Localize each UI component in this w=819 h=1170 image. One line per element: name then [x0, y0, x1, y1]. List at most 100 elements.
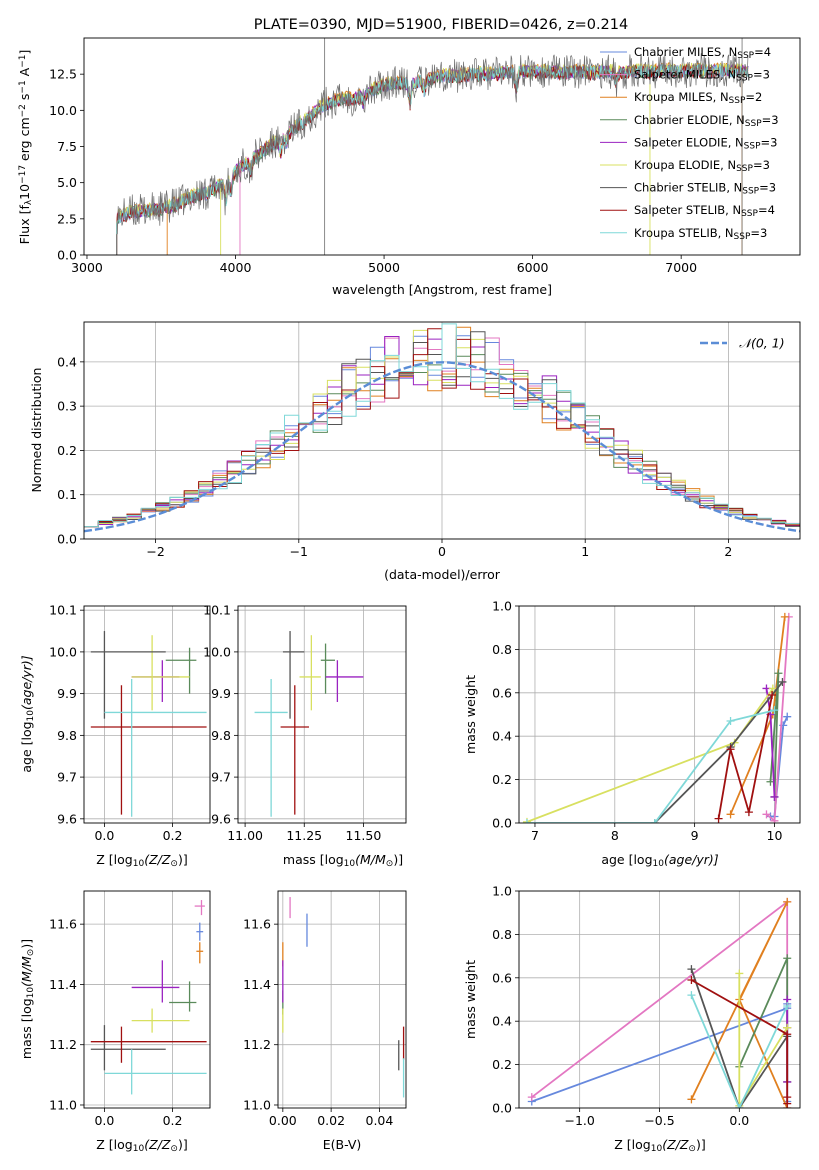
plot-area: [116, 38, 749, 255]
plot-area: [278, 891, 406, 1108]
y-axis-label: mass [log10(M/M⊙)]: [19, 939, 36, 1059]
weight-marker: [770, 706, 779, 715]
plot-area: [84, 891, 210, 1108]
x-tick-label: 0.0: [729, 1113, 749, 1128]
weight-line: [717, 694, 773, 819]
x-axis-label: wavelength [Angstrom, rest frame]: [332, 282, 552, 297]
y-tick-label: 0.4: [492, 1014, 512, 1029]
x-tick-label: 0.0: [94, 1113, 114, 1128]
y-tick-label: 1.0: [492, 884, 512, 899]
weight-marker: [735, 969, 744, 978]
axes-frame: [83, 321, 801, 540]
chart-z-mass: 0.0 0.2 11.0 11.2 11.4 11.6 Z [log10(Z/Z⊙)] mas…: [19, 890, 211, 1154]
weight-marker: [762, 810, 771, 819]
weight-marker: [687, 991, 696, 1000]
y-tick-label: 11.6: [243, 917, 271, 932]
chart-z-age: 0.0 0.2 9.6 9.7 9.8 9.9 10.0 10.1 Z [log10(Z/Z⊙)…: [19, 603, 211, 869]
y-tick-label: 0.2: [492, 1057, 512, 1072]
y-tick-label: 0.6: [492, 685, 512, 700]
weight-marker: [687, 975, 696, 984]
y-tick-label: 2.5: [57, 211, 77, 226]
x-tick-label: 11.25: [286, 828, 322, 843]
y-tick-label: 0.0: [492, 816, 512, 831]
y-tick-label: 0.3: [57, 399, 77, 414]
legend-entry: Chabrier STELIB, NSSP=3: [634, 181, 776, 197]
y-tick-label: 0.0: [492, 1101, 512, 1116]
weight-marker: [744, 808, 753, 817]
plot-area: [84, 606, 210, 823]
weight-marker: [650, 819, 659, 823]
weight-marker: [783, 1002, 792, 1011]
y-tick-label: 10.0: [49, 103, 77, 118]
y-axis-label: age [log10(age/yr)]: [19, 655, 36, 772]
axes-frame: [518, 890, 801, 1109]
weight-marker: [768, 690, 777, 699]
data-spectrum-line: [116, 53, 749, 255]
y-tick-label: 0.0: [57, 248, 77, 263]
y-tick-label: 9.7: [57, 770, 77, 785]
axes-frame: [277, 890, 407, 1109]
x-tick-label: 0.00: [269, 1113, 297, 1128]
weight-marker: [726, 810, 735, 819]
y-tick-label: 9.8: [211, 728, 231, 743]
legend-entry: Kroupa ELODIE, NSSP=3: [634, 158, 770, 174]
weight-marker: [774, 669, 783, 678]
y-tick-label: 10.1: [203, 603, 231, 618]
y-tick-label: 0.4: [57, 354, 77, 369]
x-tick-label: −0.5: [644, 1113, 674, 1128]
x-tick-label: 0.0: [94, 828, 114, 843]
weight-marker: [778, 677, 787, 686]
axes-frame: [83, 890, 211, 1109]
x-tick-label: 3000: [71, 260, 103, 275]
axes-frame: [83, 605, 211, 824]
legend-entry: Salpeter MILES, NSSP=3: [634, 68, 770, 84]
x-tick-label: 5000: [368, 260, 400, 275]
weight-marker: [770, 792, 779, 801]
weight-line: [738, 973, 788, 1108]
y-axis-label: mass weight: [463, 960, 478, 1039]
x-tick-label: 7: [531, 828, 539, 843]
x-tick-label: −1.0: [564, 1113, 594, 1128]
y-tick-label: 0.8: [492, 927, 512, 942]
weight-marker: [726, 745, 735, 754]
weight-marker: [783, 712, 792, 721]
y-tick-label: 9.6: [57, 811, 77, 826]
y-tick-label: 11.6: [49, 917, 77, 932]
y-tick-label: 11.4: [49, 977, 77, 992]
y-axis-label: Normed distribution: [29, 368, 44, 493]
x-tick-label: 0.2: [163, 1113, 183, 1128]
x-tick-label: 0.02: [317, 1113, 345, 1128]
y-tick-label: 11.2: [243, 1037, 271, 1052]
residual-histogram: [84, 323, 800, 539]
chart-z-weight: −1.0 −0.5 0.0 0.0 0.2 0.4 0.6 0.8 1.0 mass weight…: [463, 884, 801, 1154]
weight-marker: [527, 1093, 536, 1102]
y-tick-label: 11.0: [49, 1097, 77, 1112]
legend: Chabrier MILES, NSSP=4 Salpeter MILES, NS…: [600, 45, 779, 242]
weight-marker: [522, 819, 531, 823]
weight-marker: [726, 717, 735, 726]
y-axis-label: Flux [fλ10−17 erg cm−2 s−1 A−1]: [17, 50, 34, 245]
chart-ebv-mass: 0.00 0.02 0.04 11.0 11.2 11.4 11.6 E(B-V): [243, 890, 407, 1152]
legend-entry: Kroupa MILES, NSSP=2: [634, 90, 762, 106]
axes-frame: [237, 605, 407, 824]
x-tick-label: 0.2: [163, 828, 183, 843]
legend-entry: Salpeter ELODIE, NSSP=3: [634, 135, 777, 151]
weight-line: [690, 994, 789, 1108]
y-tick-label: 1.0: [492, 599, 512, 614]
x-axis-label: E(B-V): [323, 1137, 362, 1152]
x-axis-label: Z [log10(Z/Z⊙)]: [96, 852, 187, 869]
y-tick-label: 7.5: [57, 139, 77, 154]
y-tick-label: 0.4: [492, 729, 512, 744]
chart-mass-age: 11.00 11.25 11.50 9.6 9.7 9.8 9.9 10.0 10.1 mass …: [203, 603, 407, 869]
chart-residuals: −2 −1 0 1 2 0.0 0.1 0.2 0.3 0.4 𝒩(0, 1) (data-model…: [29, 321, 801, 582]
x-axis-label: (data-model)/error: [384, 567, 501, 582]
weight-line: [527, 709, 775, 823]
plot-area: [84, 322, 800, 539]
legend-entry: Chabrier MILES, NSSP=4: [634, 45, 771, 61]
plot-area: [519, 606, 800, 823]
x-tick-label: 2: [724, 544, 732, 559]
y-tick-label: 10.0: [203, 644, 231, 659]
x-tick-label: 0: [438, 544, 446, 559]
weight-marker: [783, 1099, 792, 1108]
